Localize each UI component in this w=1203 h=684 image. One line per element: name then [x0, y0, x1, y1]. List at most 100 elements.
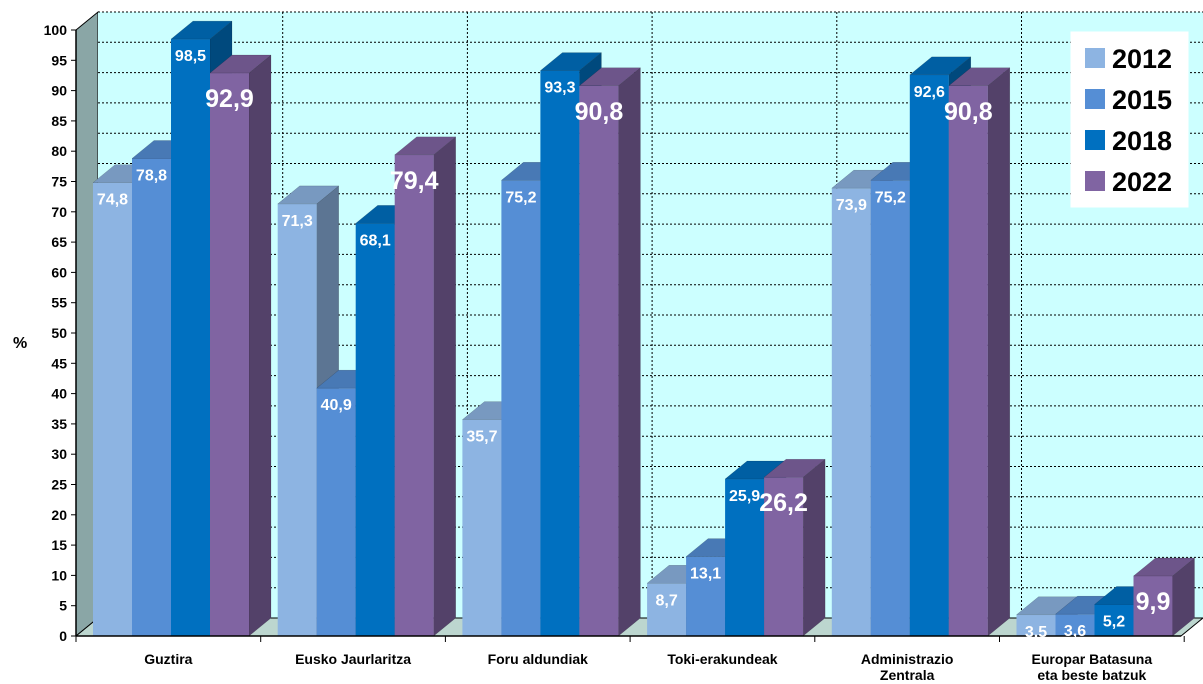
- bar-front: [171, 39, 210, 636]
- data-label: 8,7: [655, 592, 677, 609]
- data-label: 90,8: [575, 98, 624, 126]
- bar-top: [909, 56, 972, 76]
- data-label: 98,5: [175, 48, 206, 65]
- legend-item: 2022: [1085, 167, 1172, 197]
- bar-side: [248, 54, 272, 637]
- category-label: Guztira: [144, 651, 192, 667]
- y-tick-label: 20: [51, 507, 67, 523]
- bar-top: [763, 458, 826, 478]
- bar: [578, 67, 642, 637]
- y-tick-label: 25: [51, 477, 67, 493]
- bar: [1132, 557, 1196, 637]
- legend-label: 2015: [1112, 85, 1172, 115]
- y-axis: 0 5 10 15 20 25 30 35 40 45 50 55 60 65 70 75 80 85 90 95 10…: [44, 22, 77, 644]
- bar-front: [132, 158, 171, 637]
- bar-front: [764, 477, 804, 636]
- legend-item: 2012: [1085, 44, 1172, 74]
- bar-top: [948, 67, 1011, 87]
- data-label: 3,5: [1025, 624, 1047, 641]
- legend-swatch: [1085, 89, 1105, 109]
- data-label: 75,2: [875, 189, 906, 206]
- y-tick-label: 40: [51, 386, 67, 402]
- data-label: 25,9: [729, 488, 760, 505]
- y-tick-label: 0: [59, 628, 67, 644]
- bar-top: [539, 52, 603, 71]
- data-label: 74,8: [97, 192, 128, 209]
- data-label: 40,9: [321, 397, 352, 414]
- bar-top: [209, 54, 272, 74]
- category-label: Administrazio Zentrala: [861, 651, 954, 683]
- bar-top: [393, 136, 457, 156]
- bar-top: [1132, 557, 1196, 577]
- data-label: 68,1: [360, 232, 391, 249]
- y-tick-label: 70: [51, 204, 67, 220]
- bar-front: [93, 182, 132, 636]
- y-tick-label: 15: [51, 537, 67, 553]
- data-label: 93,3: [544, 80, 575, 97]
- data-label: 35,7: [466, 429, 497, 446]
- data-labels: 74,8 78,8 98,5 92,9 71,3 40,9 68,1 79,4 35,7 75,2…: [97, 48, 1170, 641]
- bar-side: [618, 67, 641, 637]
- bar-front: [501, 180, 541, 636]
- legend-item: 2015: [1085, 85, 1172, 115]
- bar-front: [725, 479, 765, 636]
- legend-swatch: [1085, 48, 1105, 68]
- bar-side: [433, 136, 456, 637]
- bar-front: [1094, 604, 1134, 636]
- bar-front: [686, 556, 726, 636]
- y-tick-label: 100: [44, 22, 68, 38]
- y-tick-label: 90: [51, 83, 67, 99]
- bar-front: [909, 74, 949, 637]
- y-tick-label: 75: [51, 174, 67, 190]
- bar-front: [831, 188, 871, 636]
- y-tick-label: 95: [51, 52, 67, 68]
- bar-front: [647, 583, 687, 636]
- y-axis-label: %: [13, 335, 27, 352]
- bar-front: [277, 203, 317, 636]
- data-label: 5,2: [1103, 613, 1125, 630]
- legend-label: 2022: [1112, 167, 1172, 197]
- bar-top: [578, 67, 642, 87]
- bars: [92, 20, 1196, 637]
- category-label: Eusko Jaurlaritza: [295, 651, 411, 667]
- data-label: 26,2: [759, 489, 808, 517]
- data-label: 92,6: [914, 84, 945, 101]
- legend-swatch: [1085, 171, 1105, 191]
- y-tick-label: 50: [51, 325, 67, 341]
- bar-front: [579, 85, 619, 636]
- data-label: 90,8: [944, 98, 993, 126]
- bar: [393, 136, 457, 637]
- y-tick-label: 10: [51, 567, 67, 583]
- data-label: 79,4: [390, 167, 439, 195]
- y-tick-label: 85: [51, 113, 67, 129]
- y-tick-label: 35: [51, 416, 67, 432]
- bar-front: [355, 223, 395, 636]
- y-tick-label: 55: [51, 295, 67, 311]
- x-axis: Guztira Eusko Jaurlaritza Foru aldundiak To…: [75, 635, 1185, 683]
- data-label: 73,9: [836, 197, 867, 214]
- bar-side: [987, 67, 1011, 637]
- bar-front: [540, 70, 580, 637]
- data-label: 3,6: [1064, 623, 1086, 640]
- legend: 2012 2015 2018 2022: [1070, 31, 1189, 208]
- category-label: Europar Batasuna eta beste batzuk: [1032, 651, 1153, 683]
- bar-front: [210, 73, 249, 636]
- legend-label: 2018: [1112, 126, 1172, 156]
- bar-top: [170, 20, 233, 40]
- data-label: 78,8: [136, 167, 167, 184]
- legend-swatch: [1085, 130, 1105, 150]
- y-tick-label: 80: [51, 143, 67, 159]
- bar: [948, 67, 1011, 637]
- bar-front: [870, 180, 910, 636]
- y-tick-label: 30: [51, 446, 67, 462]
- y-tick-label: 5: [59, 598, 67, 614]
- bar-front: [316, 388, 356, 636]
- data-label: 13,1: [690, 566, 721, 583]
- bar-top: [276, 185, 340, 205]
- y-tick-label: 60: [51, 264, 67, 280]
- bar-front: [1016, 614, 1056, 636]
- bar: [209, 54, 272, 637]
- legend-label: 2012: [1112, 44, 1172, 74]
- data-label: 92,9: [205, 85, 254, 113]
